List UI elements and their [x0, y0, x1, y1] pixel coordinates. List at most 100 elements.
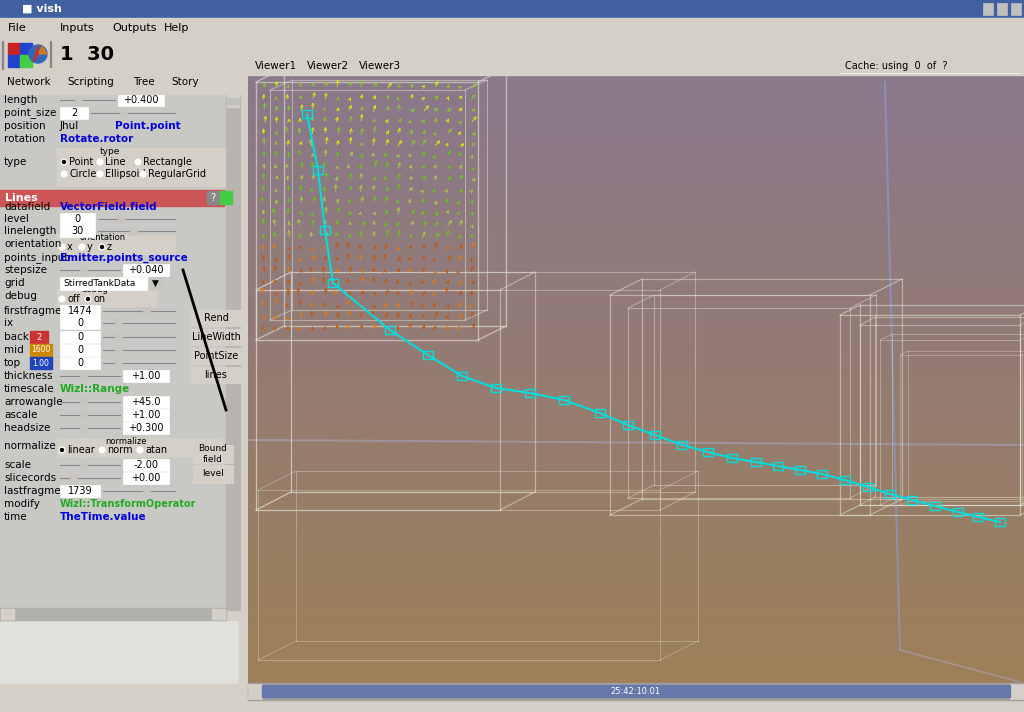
Text: timescale: timescale — [4, 384, 54, 394]
Bar — [123, 459, 169, 471]
Text: File: File — [8, 23, 27, 33]
Text: 2: 2 — [71, 108, 77, 118]
Bar — [190, 367, 242, 383]
Text: ix: ix — [4, 318, 13, 328]
Bar — [650, 431, 660, 439]
Bar — [20, 43, 32, 55]
Text: TheTime.value: TheTime.value — [60, 512, 146, 522]
Text: Scripting: Scripting — [68, 77, 115, 87]
Bar — [120, 109, 127, 117]
Text: 30: 30 — [71, 226, 83, 236]
Text: Point.point: Point.point — [115, 121, 180, 131]
Text: arrowangle: arrowangle — [4, 397, 62, 407]
Bar — [1010, 684, 1024, 699]
Text: +0.400: +0.400 — [123, 95, 159, 105]
Bar — [164, 72, 206, 92]
Bar — [80, 411, 87, 419]
Bar — [885, 490, 895, 498]
Bar — [319, 226, 330, 234]
Bar — [0, 608, 226, 620]
Text: Tree: Tree — [133, 77, 155, 87]
Text: headsize: headsize — [4, 423, 50, 433]
Bar — [60, 357, 100, 369]
Bar — [57, 438, 222, 457]
Text: 1600: 1600 — [32, 345, 50, 355]
Bar — [190, 348, 242, 364]
Text: PointSize: PointSize — [194, 351, 239, 361]
Text: lastfragment: lastfragment — [4, 486, 72, 496]
Text: Wizl::TransformOperator: Wizl::TransformOperator — [60, 499, 197, 509]
Bar — [80, 461, 87, 469]
Bar — [328, 279, 338, 287]
Text: RegularGrid: RegularGrid — [148, 169, 206, 179]
Bar — [118, 215, 125, 223]
Bar — [226, 94, 240, 610]
Text: points_input: points_input — [4, 253, 69, 263]
Bar — [220, 191, 232, 204]
Text: +0.040: +0.040 — [128, 265, 164, 275]
Bar — [123, 396, 169, 408]
Bar — [751, 458, 761, 466]
Bar — [123, 422, 169, 434]
Text: mid: mid — [4, 345, 24, 355]
Text: type: type — [4, 157, 28, 167]
Text: Rend: Rend — [204, 313, 228, 323]
Bar — [983, 3, 993, 15]
Circle shape — [59, 447, 65, 453]
Bar — [148, 277, 162, 290]
Circle shape — [135, 159, 141, 165]
Bar — [30, 344, 52, 356]
Bar — [8, 55, 20, 67]
Polygon shape — [29, 45, 47, 63]
Circle shape — [100, 246, 103, 248]
Circle shape — [60, 449, 63, 451]
Text: normalize: normalize — [105, 436, 146, 446]
Bar — [840, 59, 1020, 73]
Bar — [930, 502, 940, 510]
Bar — [457, 372, 467, 380]
Bar — [57, 148, 225, 186]
Polygon shape — [38, 46, 47, 54]
Bar — [0, 190, 224, 206]
Text: scale: scale — [4, 460, 31, 470]
Text: y: y — [87, 242, 93, 252]
Text: stepsize: stepsize — [4, 265, 47, 275]
Text: Network: Network — [7, 77, 51, 87]
Text: point_size: point_size — [4, 108, 56, 118]
Bar — [385, 326, 395, 334]
Bar — [262, 685, 1010, 697]
Bar — [80, 372, 87, 380]
Text: Outputs: Outputs — [112, 23, 157, 33]
Bar — [123, 472, 169, 484]
Text: Lines: Lines — [5, 193, 38, 203]
Bar — [252, 58, 300, 74]
Bar — [60, 344, 100, 356]
Circle shape — [61, 159, 67, 165]
Circle shape — [97, 171, 103, 177]
Text: Rectangle: Rectangle — [143, 157, 191, 167]
Text: +45.0: +45.0 — [131, 397, 161, 407]
Text: +1.00: +1.00 — [131, 371, 161, 381]
Bar — [193, 465, 233, 483]
Text: 2: 2 — [37, 333, 42, 342]
Circle shape — [59, 244, 65, 250]
Text: datafield: datafield — [4, 202, 50, 212]
Text: modify: modify — [4, 499, 40, 509]
Text: 0: 0 — [77, 345, 83, 355]
Bar — [80, 424, 87, 432]
Bar — [115, 359, 122, 367]
Bar — [190, 329, 242, 345]
Text: debug: debug — [4, 291, 37, 301]
Text: x: x — [67, 242, 73, 252]
Bar — [840, 476, 850, 484]
Bar — [1, 609, 14, 619]
Bar — [863, 483, 873, 491]
Text: Jhul: Jhul — [60, 121, 79, 131]
Text: on: on — [93, 294, 105, 304]
Bar — [703, 448, 713, 456]
Polygon shape — [34, 45, 38, 62]
Text: normalize: normalize — [4, 441, 55, 451]
Text: 1474: 1474 — [68, 306, 92, 316]
Circle shape — [61, 171, 67, 177]
Bar — [1011, 3, 1021, 15]
